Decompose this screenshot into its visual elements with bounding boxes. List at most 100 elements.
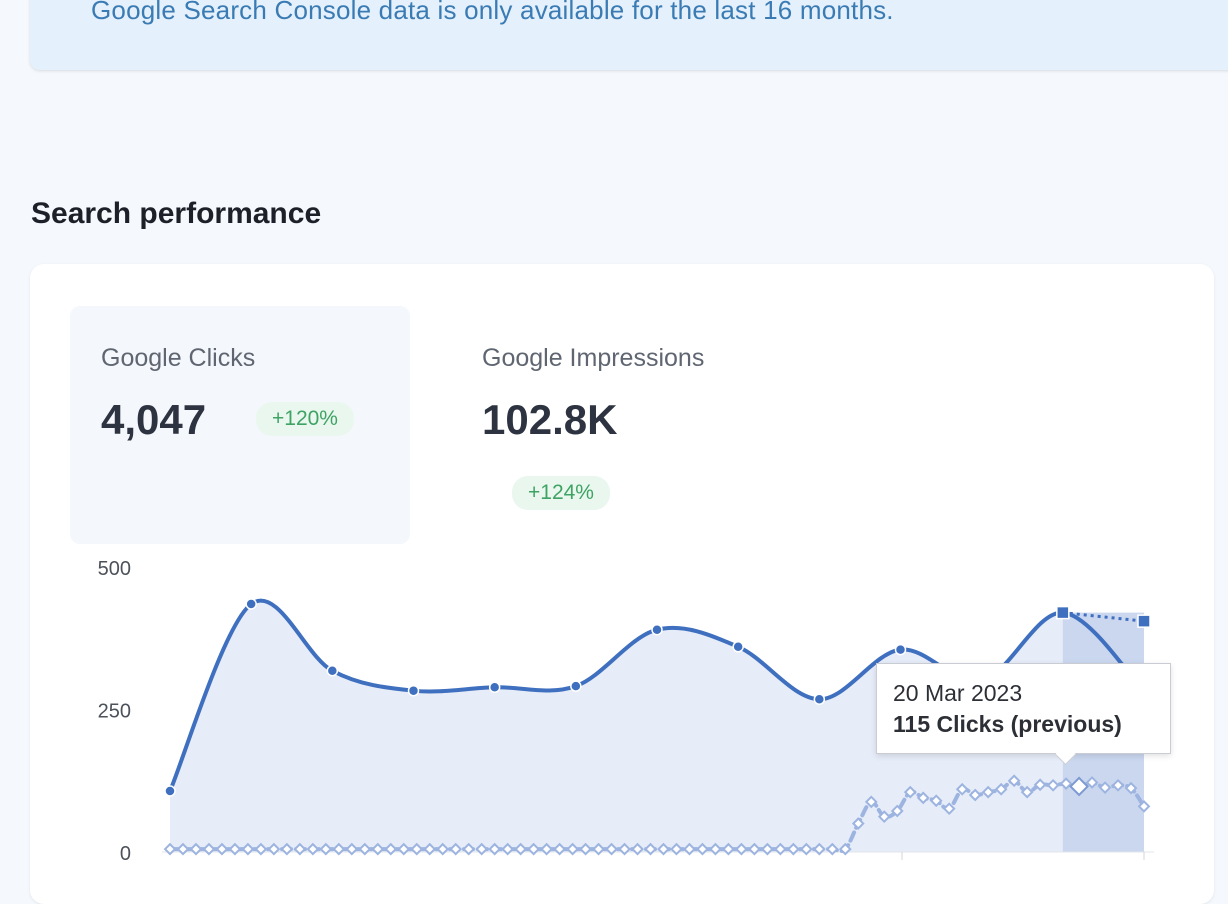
previous-period-marker [319, 842, 333, 856]
previous-period-marker [371, 842, 385, 856]
data-availability-notice: Google Search Console data is only avail… [30, 0, 1228, 70]
y-tick-label: 0 [120, 843, 131, 865]
previous-period-marker [735, 842, 748, 856]
clicks-point [732, 641, 744, 653]
previous-period-marker [540, 842, 553, 856]
previous-period-line [168, 778, 1146, 854]
previous-period-marker [748, 842, 761, 856]
clicks-point [164, 785, 176, 797]
y-tick-label: 250 [98, 701, 131, 723]
previous-period-marker [1111, 778, 1125, 792]
previous-period-marker [877, 810, 891, 824]
previous-period-marker-active [1069, 776, 1089, 797]
previous-period-marker [1046, 778, 1060, 792]
previous-period-marker [527, 842, 540, 856]
previous-period-marker [254, 842, 268, 856]
previous-period-marker [851, 817, 865, 830]
previous-period-marker [566, 842, 579, 856]
previous-period-marker [644, 842, 657, 856]
metric-label-clicks: Google Clicks [101, 344, 256, 372]
tooltip-value: 115 Clicks (previous) [893, 711, 1122, 737]
previous-period-marker [605, 842, 618, 856]
previous-period-marker [1137, 800, 1151, 813]
previous-period-marker [163, 842, 177, 856]
previous-period-marker [657, 842, 670, 856]
previous-period-marker [436, 842, 450, 856]
previous-period-marker [215, 842, 229, 856]
previous-period-marker [618, 842, 631, 856]
previous-period-marker [631, 842, 644, 856]
previous-period-marker [838, 842, 852, 856]
previous-period-marker [1059, 777, 1073, 790]
previous-period-marker [553, 842, 566, 856]
previous-period-marker [358, 842, 372, 856]
previous-period-marker [410, 842, 424, 856]
tooltip-date: 20 Mar 2023 [893, 680, 1023, 706]
previous-period-marker [994, 782, 1008, 796]
previous-period-marker [1033, 778, 1047, 792]
change-badge-impressions: +124% [512, 476, 610, 510]
previous-period-marker [786, 842, 800, 856]
previous-period-marker [864, 795, 878, 809]
previous-period-marker [1124, 781, 1138, 795]
previous-period-marker [475, 842, 489, 856]
clicks-point [651, 623, 663, 636]
previous-period-marker [397, 842, 411, 856]
previous-period-marker [267, 842, 281, 856]
previous-period-marker [514, 842, 528, 856]
clicks-point [894, 643, 907, 656]
clicks-point [813, 693, 826, 705]
previous-period-marker [1098, 781, 1112, 794]
previous-period-marker [176, 842, 190, 856]
previous-period-marker [942, 802, 956, 816]
previous-period-marker [929, 794, 943, 808]
previous-period-marker [955, 782, 969, 796]
previous-period-marker [799, 842, 813, 856]
clicks-point [570, 680, 582, 692]
previous-period-marker [1020, 785, 1034, 799]
y-tick-label: 500 [98, 558, 131, 580]
clicks-projection-marker [1137, 614, 1151, 628]
metric-value-clicks: 4,047 [101, 396, 207, 443]
metric-tab-impressions[interactable]: Google Impressions 102.8K +124% [452, 306, 792, 544]
metric-tab-clicks[interactable]: Google Clicks 4,047 +120% [70, 306, 410, 544]
previous-period-marker [189, 842, 203, 856]
previous-period-marker [683, 842, 696, 856]
previous-period-marker [241, 842, 255, 856]
section-title: Search performance [31, 197, 322, 230]
clicks-projection-marker [1056, 605, 1070, 620]
previous-period-marker [332, 842, 346, 856]
previous-period-marker [449, 842, 463, 856]
previous-period-marker [579, 842, 592, 856]
clicks-point [245, 598, 257, 610]
previous-period-marker [228, 842, 242, 856]
previous-period-marker [890, 804, 904, 818]
previous-period-marker [1085, 776, 1099, 789]
previous-period-marker [774, 842, 787, 856]
clicks-point [407, 684, 420, 697]
previous-period-marker [916, 791, 930, 805]
previous-period-marker [761, 842, 774, 856]
metric-label-impressions: Google Impressions [482, 344, 705, 372]
previous-period-marker [592, 842, 605, 856]
previous-period-marker [501, 842, 515, 856]
chart-tooltip: 20 Mar 2023 115 Clicks (previous) [876, 663, 1171, 766]
clicks-point [488, 681, 501, 694]
previous-period-marker [462, 842, 476, 856]
clicks-point [326, 664, 339, 677]
previous-period-marker [709, 842, 722, 856]
previous-period-marker [202, 842, 216, 856]
previous-period-marker [825, 842, 839, 856]
notice-text: Google Search Console data is only avail… [91, 0, 894, 25]
previous-period-marker [981, 785, 995, 799]
previous-period-marker [280, 842, 294, 856]
previous-period-marker [488, 842, 502, 856]
previous-period-marker [722, 842, 735, 856]
previous-period-marker [384, 842, 398, 856]
previous-period-marker [423, 842, 437, 856]
previous-period-marker [670, 842, 683, 856]
previous-period-marker [1007, 774, 1021, 788]
previous-period-marker [345, 842, 359, 856]
previous-period-marker [306, 842, 320, 856]
